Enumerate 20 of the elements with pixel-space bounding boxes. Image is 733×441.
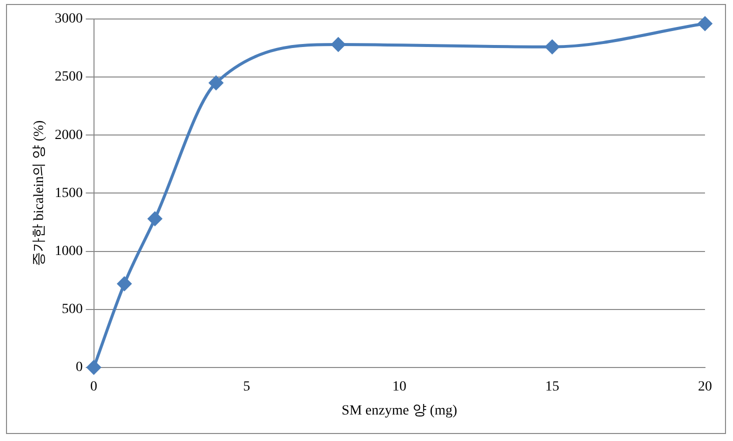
y-tick-label: 0 bbox=[76, 360, 83, 376]
x-tick-label: 5 bbox=[243, 379, 250, 394]
y-axis-title: 증가한 bicalein의 양 (%) bbox=[32, 120, 48, 266]
point bbox=[545, 40, 560, 54]
point bbox=[209, 76, 224, 90]
x-tick-label: 15 bbox=[545, 379, 560, 394]
x-tick-label: 20 bbox=[698, 379, 712, 394]
point bbox=[148, 212, 162, 226]
x-tick-label: 10 bbox=[392, 379, 406, 394]
y-tick-label: 1000 bbox=[54, 244, 83, 259]
point bbox=[117, 276, 132, 291]
y-tick-label: 2000 bbox=[54, 128, 83, 143]
x-axis-title: SM enzyme 양 (mg) bbox=[342, 403, 458, 418]
y-tick-label: 3000 bbox=[54, 12, 83, 27]
y-tick-label: 1500 bbox=[54, 186, 83, 201]
point bbox=[331, 38, 346, 52]
x-tick-label: 0 bbox=[90, 379, 98, 394]
point bbox=[698, 16, 712, 31]
y-tick-label: 500 bbox=[62, 302, 83, 318]
y-tick-label: 2500 bbox=[54, 70, 83, 85]
